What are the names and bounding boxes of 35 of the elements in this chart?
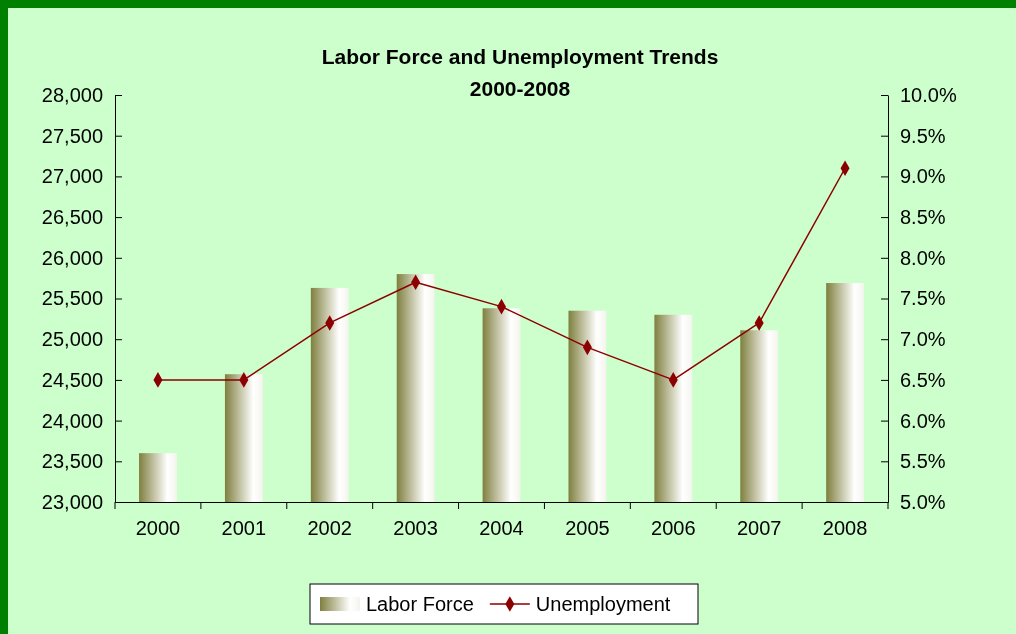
y2-tick-label: 8.5% xyxy=(900,206,946,228)
y2-tick-label: 6.0% xyxy=(900,409,946,432)
x-tick-label: 2003 xyxy=(393,517,438,539)
chart-subtitle: 2000-2008 xyxy=(469,77,571,100)
y-tick-label: 27,000 xyxy=(41,165,103,188)
y-tick-label: 26,000 xyxy=(41,246,103,269)
y-tick-label: 25,500 xyxy=(41,287,103,310)
y-tick-label: 23,500 xyxy=(41,450,103,473)
x-tick-label: 2008 xyxy=(822,517,868,539)
y2-tick-label: 7.0% xyxy=(900,328,946,351)
x-tick-label: 2007 xyxy=(736,517,782,539)
legend-label: Unemployment xyxy=(535,593,671,615)
y-tick-label: 25,000 xyxy=(41,328,103,351)
x-tick-label: 2004 xyxy=(479,517,524,539)
y-tick-label: 27,500 xyxy=(41,124,103,147)
y2-tick-label: 5.0% xyxy=(900,490,946,513)
y2-tick-label: 9.0% xyxy=(900,165,946,188)
y2-tick-label: 8.0% xyxy=(900,246,946,269)
x-tick-label: 2006 xyxy=(651,517,696,539)
y-tick-label: 28,000 xyxy=(41,83,103,106)
y2-tick-label: 6.5% xyxy=(900,368,946,391)
y-tick-label: 24,500 xyxy=(41,368,103,391)
y-tick-label: 24,000 xyxy=(41,409,103,432)
y2-tick-label: 5.5% xyxy=(900,450,946,473)
y2-tick-label: 7.5% xyxy=(900,287,946,310)
x-tick-label: 2005 xyxy=(565,517,610,539)
y-tick-label: 23,000 xyxy=(41,490,103,513)
y2-tick-label: 9.5% xyxy=(900,124,946,147)
legend-label: Labor Force xyxy=(366,593,474,615)
x-tick-label: 2001 xyxy=(221,517,267,539)
y2-tick-label: 10.0% xyxy=(900,83,957,106)
y-tick-label: 26,500 xyxy=(41,206,103,228)
x-tick-label: 2002 xyxy=(307,517,352,539)
chart-title: Labor Force and Unemployment Trends xyxy=(321,45,719,68)
x-tick-label: 2000 xyxy=(135,517,181,539)
